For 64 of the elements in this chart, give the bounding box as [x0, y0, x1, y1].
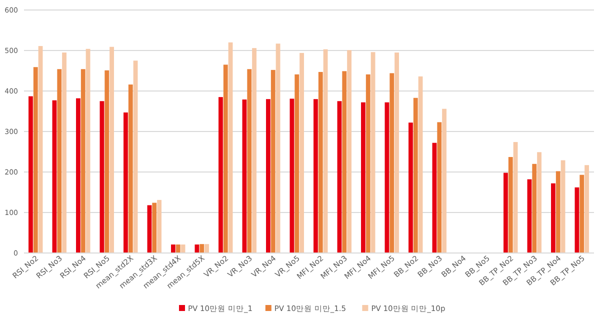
bar: [80, 69, 86, 253]
bar: [228, 42, 233, 253]
bar: [33, 67, 38, 253]
bar: [551, 183, 556, 253]
bar: [242, 100, 247, 253]
bar: [527, 179, 532, 253]
bar: [76, 98, 80, 253]
bar: [370, 52, 376, 253]
bar: [270, 70, 276, 253]
bar: [266, 99, 270, 253]
bar: [100, 101, 104, 253]
bar: [176, 244, 180, 253]
bar: [57, 69, 62, 253]
bar: [437, 122, 442, 253]
bar: [513, 142, 518, 253]
bar: [171, 244, 176, 253]
bar: [442, 108, 446, 253]
bar: [218, 97, 223, 253]
bar: [574, 187, 580, 253]
bar: [38, 46, 43, 253]
bar: [62, 52, 66, 253]
bar: [152, 202, 157, 253]
bar: [532, 164, 537, 253]
bar: [104, 70, 110, 253]
bar: [413, 98, 418, 253]
bar: [556, 171, 560, 253]
bar: [408, 122, 413, 253]
bar: [584, 165, 589, 253]
bar: [384, 102, 390, 253]
bar: [580, 174, 584, 253]
bar: [133, 60, 138, 253]
bar: [366, 74, 370, 253]
bar: [200, 244, 204, 253]
bar: [252, 48, 256, 253]
bar: [52, 100, 57, 253]
bar: [247, 69, 252, 253]
bar: [128, 84, 133, 253]
bar: [537, 152, 542, 253]
bar: [86, 48, 90, 253]
bar: [560, 160, 566, 253]
bar: [110, 46, 114, 253]
bar: [314, 99, 318, 253]
bar: [223, 64, 228, 253]
bar: [432, 142, 437, 253]
bar: [394, 52, 399, 253]
bar: [418, 76, 423, 253]
bar: [323, 49, 328, 253]
bar: [347, 50, 352, 253]
bar: [147, 205, 152, 253]
bar: [276, 44, 280, 253]
bar: [342, 71, 347, 253]
bar: [361, 102, 366, 253]
bar: [28, 96, 33, 253]
bar: [300, 52, 304, 253]
bar: [157, 200, 162, 253]
bar: [318, 72, 323, 253]
bar: [290, 98, 294, 253]
bar: [337, 101, 342, 253]
bar: [204, 244, 209, 253]
bar: [124, 112, 128, 253]
bar: [508, 157, 513, 253]
bar: [390, 73, 394, 253]
bar: [504, 172, 508, 253]
bar: [294, 74, 300, 253]
